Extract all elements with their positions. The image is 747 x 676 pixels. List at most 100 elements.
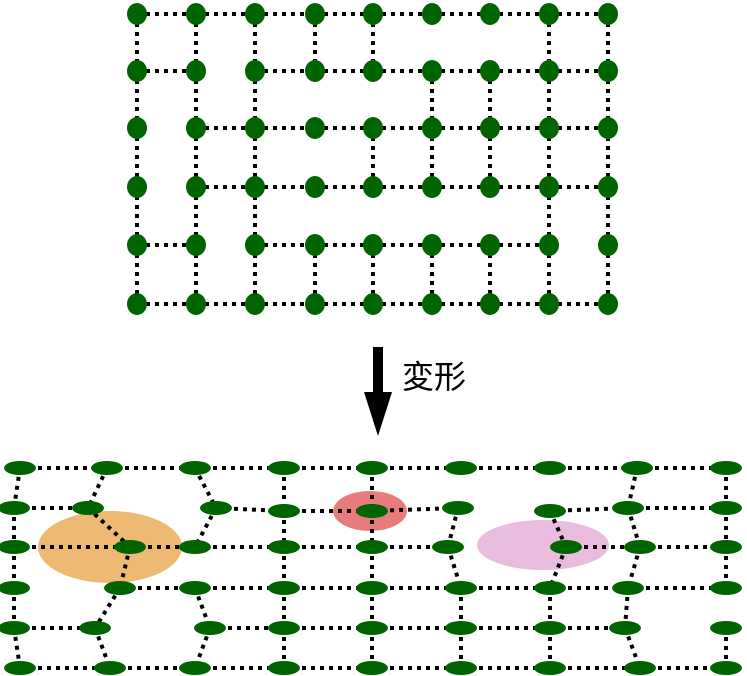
bottom-grid-node xyxy=(445,621,477,635)
top-grid-node xyxy=(598,60,618,82)
bottom-grid-node xyxy=(534,461,566,475)
bottom-grid-node xyxy=(356,540,388,554)
top-grid-node xyxy=(245,293,265,315)
bottom-grid-node xyxy=(534,621,566,635)
top-grid-node xyxy=(127,293,147,315)
bottom-grid-node xyxy=(624,540,656,554)
top-grid-node xyxy=(363,293,383,315)
top-grid-node xyxy=(186,3,206,25)
bottom-grid-node xyxy=(609,621,641,635)
bottom-grid-node xyxy=(268,461,300,475)
top-grid-node xyxy=(422,60,442,82)
top-grid-node xyxy=(245,60,265,82)
top-grid-node xyxy=(363,176,383,198)
bottom-grid-node xyxy=(72,501,104,515)
top-grid-node xyxy=(186,234,206,256)
bottom-edge xyxy=(626,467,639,509)
bottom-grid-node xyxy=(179,540,211,554)
top-grid-node xyxy=(480,60,500,82)
bottom-grid-node xyxy=(0,581,30,595)
top-grid-node xyxy=(539,293,559,315)
bottom-grid-node xyxy=(356,621,388,635)
top-grid-node xyxy=(539,234,559,256)
bottom-edge xyxy=(626,546,642,589)
bottom-grid-node xyxy=(445,461,477,475)
bottom-edge xyxy=(446,546,463,589)
bottom-grid-node xyxy=(710,540,742,554)
top-grid-node xyxy=(305,293,325,315)
top-grid-node xyxy=(245,3,265,25)
top-grid-node xyxy=(363,234,383,256)
bottom-edge xyxy=(548,510,568,548)
bottom-grid-node xyxy=(194,621,226,635)
top-grid-node xyxy=(245,117,265,139)
top-grid-node xyxy=(305,60,325,82)
bottom-grid-node xyxy=(710,461,742,475)
bottom-grid-node xyxy=(79,621,111,635)
bottom-edge xyxy=(86,506,132,549)
bottom-grid-node xyxy=(624,661,656,675)
top-grid-node xyxy=(422,117,442,139)
bottom-grid-node xyxy=(710,621,742,635)
top-grid-node xyxy=(186,176,206,198)
top-grid-node xyxy=(363,117,383,139)
top-grid-node xyxy=(186,117,206,139)
top-grid-node xyxy=(186,293,206,315)
top-grid-node xyxy=(127,176,147,198)
bottom-grid-node xyxy=(432,540,464,554)
top-grid-node xyxy=(598,3,618,25)
bottom-edge xyxy=(118,546,132,589)
top-grid-node xyxy=(480,293,500,315)
arrow-head-icon xyxy=(364,392,392,436)
top-grid-node xyxy=(245,176,265,198)
bottom-grid-node xyxy=(710,581,742,595)
top-grid-node xyxy=(305,117,325,139)
bottom-edge xyxy=(12,627,22,669)
top-grid-node xyxy=(598,176,618,198)
top-grid-node xyxy=(363,3,383,25)
bottom-grid-node xyxy=(356,461,388,475)
bottom-grid-node xyxy=(0,621,30,635)
bottom-grid-node xyxy=(114,540,146,554)
bottom-grid-node xyxy=(268,621,300,635)
bottom-grid-node xyxy=(621,461,653,475)
bottom-grid-node xyxy=(0,501,30,515)
bottom-grid-node xyxy=(94,661,126,675)
bottom-edge xyxy=(193,587,212,629)
bottom-grid-node xyxy=(710,501,742,515)
bottom-grid-node xyxy=(104,581,136,595)
top-grid-node xyxy=(598,293,618,315)
top-grid-node xyxy=(127,3,147,25)
bottom-grid xyxy=(0,461,742,675)
bottom-grid-node xyxy=(0,540,30,554)
top-grid-node xyxy=(539,117,559,139)
top-grid-node xyxy=(598,117,618,139)
bottom-grid-node xyxy=(710,661,742,675)
top-grid-edges xyxy=(135,12,610,306)
bottom-grid-node xyxy=(4,461,36,475)
bottom-edge xyxy=(626,507,642,548)
top-grid-node xyxy=(539,60,559,82)
bottom-grid-node xyxy=(4,661,36,675)
top-grid-node xyxy=(422,234,442,256)
bottom-grid-node xyxy=(179,581,211,595)
bottom-grid-node xyxy=(534,504,566,518)
bottom-grid-node xyxy=(268,581,300,595)
bottom-edge xyxy=(93,627,112,669)
top-grid-node xyxy=(539,3,559,25)
bottom-grid-node xyxy=(356,581,388,595)
bottom-grid-node xyxy=(445,581,477,595)
bottom-edge xyxy=(623,587,630,629)
bottom-grid-node xyxy=(91,461,123,475)
bottom-grid-node xyxy=(612,501,644,515)
top-grid xyxy=(127,3,618,315)
top-grid-node xyxy=(539,176,559,198)
bottom-grid-node xyxy=(268,504,300,518)
bottom-edge xyxy=(623,627,642,669)
top-grid-node xyxy=(305,234,325,256)
top-grid-node xyxy=(422,176,442,198)
top-grid-node xyxy=(480,234,500,256)
bottom-grid-node xyxy=(442,501,474,515)
arrow-shaft xyxy=(373,347,383,397)
